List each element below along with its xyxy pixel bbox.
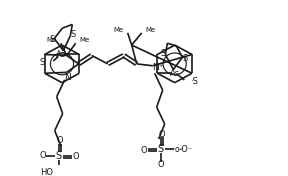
Text: S: S — [50, 35, 55, 44]
Text: ·S: ·S — [190, 77, 198, 86]
Text: S·: S· — [39, 58, 47, 67]
Text: O: O — [39, 151, 46, 161]
Text: Me: Me — [113, 27, 124, 33]
Text: S: S — [56, 151, 62, 161]
Text: -O⁻: -O⁻ — [179, 145, 193, 154]
Text: As: As — [56, 50, 66, 59]
Text: Me: Me — [80, 37, 90, 43]
Text: S: S — [183, 54, 188, 63]
Text: S: S — [158, 144, 164, 154]
Text: O: O — [56, 136, 63, 145]
Text: O: O — [158, 130, 165, 139]
Text: As: As — [170, 69, 180, 78]
Text: ⁻o⁻: ⁻o⁻ — [171, 145, 184, 154]
Text: N: N — [64, 73, 71, 81]
Text: O: O — [157, 160, 164, 169]
Text: Me: Me — [146, 27, 156, 33]
Text: N⁺: N⁺ — [152, 63, 163, 72]
Text: S: S — [71, 30, 76, 39]
Text: Me: Me — [46, 37, 57, 43]
Text: O: O — [72, 152, 79, 161]
Text: S: S — [161, 49, 166, 58]
Text: HO: HO — [40, 168, 53, 176]
Text: O: O — [140, 146, 147, 155]
